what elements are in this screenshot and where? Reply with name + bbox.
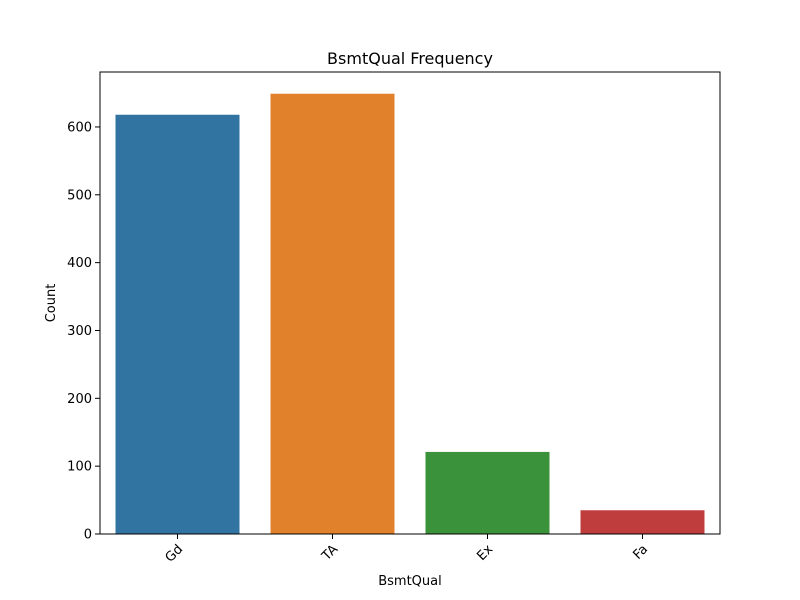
x-tick-label: TA bbox=[319, 542, 342, 565]
chart-title: BsmtQual Frequency bbox=[327, 49, 493, 68]
bars-layer bbox=[115, 93, 705, 535]
x-tick-label: Gd bbox=[163, 542, 187, 566]
y-tick-label: 500 bbox=[67, 188, 92, 203]
x-axis: Gd TA Ex Fa bbox=[163, 534, 651, 566]
y-axis: 0 100 200 300 400 500 600 bbox=[67, 120, 100, 543]
bar-fa bbox=[580, 510, 705, 534]
plot-frame bbox=[99, 71, 721, 535]
bar-gd bbox=[115, 114, 240, 535]
y-axis-label: Count bbox=[44, 284, 59, 323]
y-tick-label: 0 bbox=[84, 528, 92, 543]
bar-ex bbox=[425, 451, 550, 534]
x-tick-label: Ex bbox=[474, 542, 496, 564]
y-tick-label: 200 bbox=[67, 392, 92, 407]
bar-ta bbox=[270, 93, 395, 534]
y-tick-label: 300 bbox=[67, 324, 92, 339]
y-tick-label: 100 bbox=[67, 460, 92, 475]
y-tick-label: 400 bbox=[67, 256, 92, 271]
y-tick-label: 600 bbox=[67, 120, 92, 135]
x-axis-label: BsmtQual bbox=[378, 574, 442, 589]
x-tick-label: Fa bbox=[630, 542, 651, 563]
